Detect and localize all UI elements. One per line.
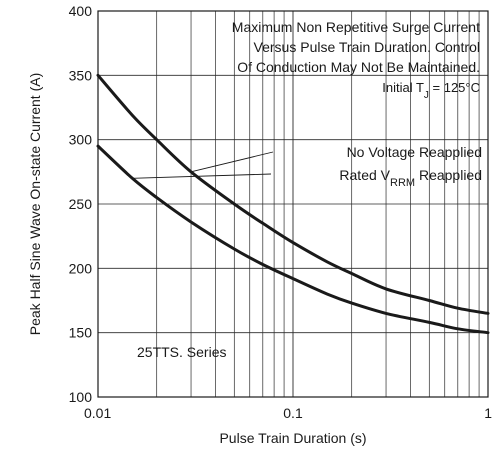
- junction-temp-label: Initial TJ = 125°C: [382, 80, 480, 101]
- y-axis-title: Peak Half Sine Wave On-state Current (A): [27, 73, 43, 335]
- x-axis-title: Pulse Train Duration (s): [219, 430, 366, 446]
- curve-no-voltage: [96, 73, 490, 315]
- legend-label-no-voltage: No Voltage Reapplied: [347, 144, 482, 160]
- series-annotation: 25TTS. Series: [137, 344, 226, 360]
- leader-rated-vrrm: [132, 173, 272, 179]
- leader-no-voltage: [190, 151, 274, 173]
- y-tick-label: 350: [69, 67, 93, 83]
- y-tick-label: 100: [69, 389, 93, 405]
- y-tick-label: 400: [69, 3, 93, 19]
- y-tick-label: 300: [69, 132, 93, 148]
- y-tick-labels: 100 150 200 250 300 350 400: [69, 3, 93, 405]
- legend-leader-lines: [132, 151, 274, 179]
- title-line-3: Of Conduction May Not Be Maintained.: [237, 59, 480, 75]
- x-tick-labels: 0.01 0.1 1: [84, 405, 492, 421]
- legend-label-rated-vrrm: Rated VRRM Reapplied: [339, 167, 482, 189]
- y-tick-label: 250: [69, 196, 93, 212]
- x-tick-label: 0.01: [84, 405, 111, 421]
- y-tick-label: 150: [69, 325, 93, 341]
- plot-frame: [97, 10, 489, 398]
- curves: [96, 73, 490, 335]
- curve-rated-vrrm: [96, 144, 490, 335]
- x-tick-label: 0.1: [283, 405, 303, 421]
- x-tick-label: 1: [484, 405, 492, 421]
- y-tick-label: 200: [69, 260, 93, 276]
- title-line-2: Versus Pulse Train Duration. Control: [254, 39, 480, 55]
- grid-lines: [98, 11, 488, 397]
- title-line-1: Maximum Non Repetitive Surge Current: [232, 19, 480, 35]
